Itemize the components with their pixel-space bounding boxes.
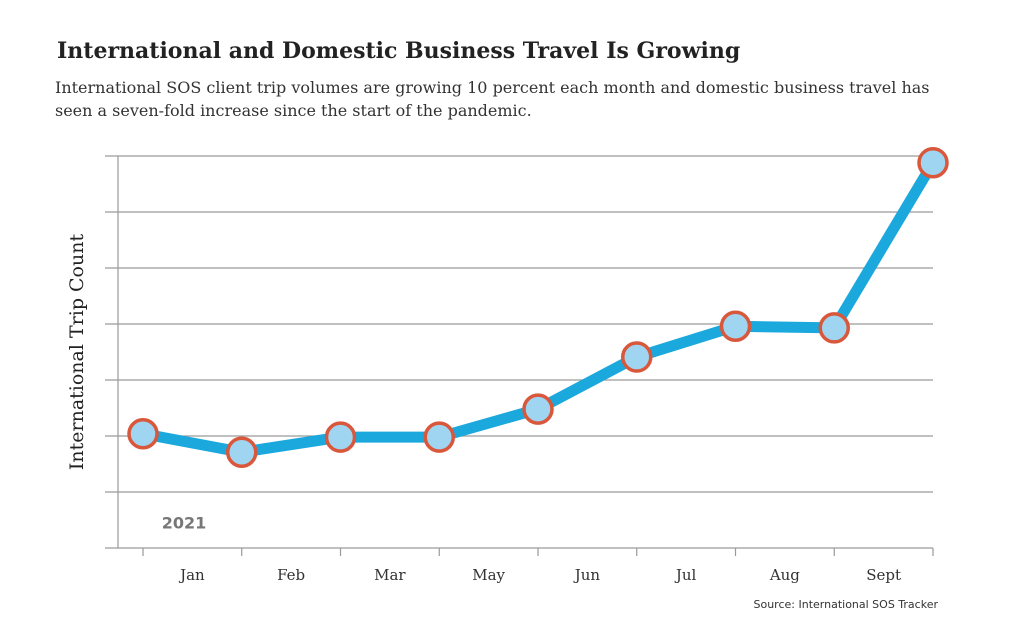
point-marker (324, 421, 357, 453)
point-marker (621, 341, 653, 373)
x-tick-label: Jul (674, 566, 697, 584)
point-marker (226, 436, 258, 468)
point-marker (719, 310, 752, 342)
x-tick-label: Mar (374, 566, 406, 584)
subtitle-box: International SOS client trip volumes ar… (55, 78, 930, 120)
point-marker (917, 146, 949, 179)
source-note: Source: International SOS Tracker (754, 598, 939, 611)
point-marker (423, 421, 455, 453)
x-tick-label: Jan (178, 566, 205, 584)
point-marker (127, 418, 159, 450)
y-axis-label: International Trip Count (66, 234, 88, 471)
x-tick-label: Sept (866, 566, 901, 584)
year-annotation: 2021 (162, 514, 207, 533)
point-marker (522, 393, 554, 425)
x-tick-label: May (472, 566, 505, 584)
point-marker (818, 312, 850, 344)
x-tick-label: Feb (277, 566, 305, 584)
chart-subtitle: International SOS client trip volumes ar… (55, 78, 930, 120)
chart-title: International and Domestic Business Trav… (57, 38, 740, 64)
x-tick-label: Jun (573, 566, 601, 584)
x-tick-label: Aug (769, 566, 800, 584)
